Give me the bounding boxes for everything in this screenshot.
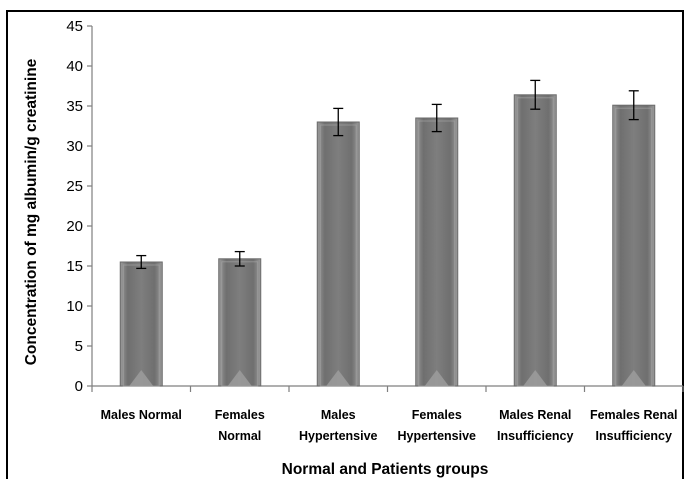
x-category-label: Normal <box>218 429 261 443</box>
bar-base-highlight <box>621 370 646 386</box>
y-tick-label: 40 <box>66 58 83 75</box>
y-tick-label: 5 <box>75 338 83 355</box>
bar <box>119 261 163 387</box>
y-tick-label: 10 <box>66 298 83 315</box>
y-tick-label: 45 <box>66 18 83 35</box>
bar-base-highlight <box>227 370 252 386</box>
x-category-label: Insufficiency <box>497 429 573 443</box>
y-tick-label: 15 <box>66 258 83 275</box>
x-category-label: Insufficiency <box>596 429 672 443</box>
y-tick-label: 0 <box>75 378 83 395</box>
bar-base-highlight <box>326 370 351 386</box>
x-category-label: Females <box>215 408 265 422</box>
y-tick-label: 20 <box>66 218 83 235</box>
x-category-label: Females <box>412 408 462 422</box>
bar-base-highlight <box>424 370 449 386</box>
chart-frame <box>6 10 684 479</box>
x-category-label: Hypertensive <box>397 429 476 443</box>
x-axis-title: Normal and Patients groups <box>282 461 489 478</box>
bar-base-highlight <box>129 370 154 386</box>
y-tick-label: 30 <box>66 138 83 155</box>
bar <box>218 258 262 387</box>
x-category-label: Males Renal <box>499 408 571 422</box>
x-category-label: Hypertensive <box>299 429 378 443</box>
y-tick-label: 25 <box>66 178 83 195</box>
bar <box>513 94 557 387</box>
y-axis-title: Concentration of mg albumin/g creatinine <box>23 58 40 365</box>
bar <box>316 121 360 387</box>
x-category-label: Males Normal <box>101 408 182 422</box>
bar-base-highlight <box>523 370 548 386</box>
x-category-label: Females Renal <box>590 408 678 422</box>
bar <box>415 117 459 387</box>
bar <box>612 104 656 387</box>
x-category-label: Males <box>321 408 356 422</box>
y-tick-label: 35 <box>66 98 83 115</box>
